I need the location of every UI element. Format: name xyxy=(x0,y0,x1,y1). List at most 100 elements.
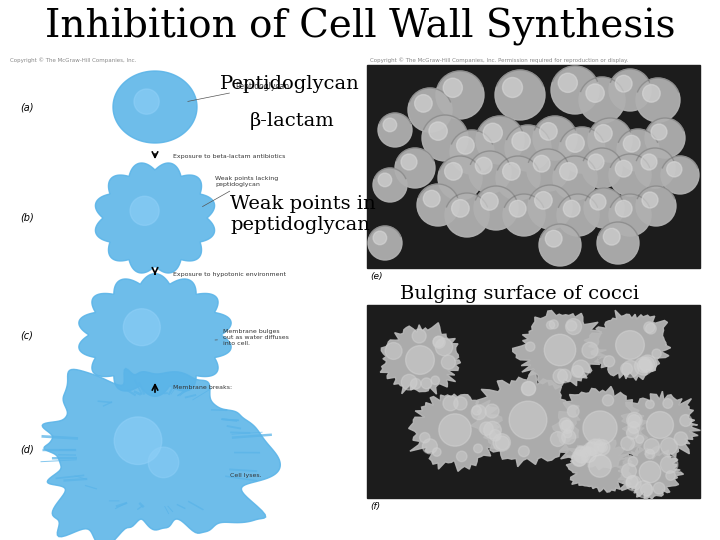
Text: Bulging surface of cocci: Bulging surface of cocci xyxy=(400,285,639,303)
Circle shape xyxy=(522,382,536,395)
Circle shape xyxy=(423,190,440,207)
Circle shape xyxy=(588,154,604,170)
Circle shape xyxy=(373,231,387,245)
Circle shape xyxy=(566,134,585,152)
Text: (d): (d) xyxy=(20,445,34,455)
Circle shape xyxy=(559,163,577,180)
Circle shape xyxy=(621,463,636,478)
Circle shape xyxy=(539,224,581,266)
Circle shape xyxy=(579,77,625,123)
Circle shape xyxy=(609,194,651,236)
Circle shape xyxy=(509,200,526,217)
Circle shape xyxy=(539,123,557,140)
Circle shape xyxy=(559,418,571,430)
Circle shape xyxy=(586,84,604,102)
Circle shape xyxy=(505,125,551,171)
Polygon shape xyxy=(79,274,231,396)
Circle shape xyxy=(666,471,675,480)
Circle shape xyxy=(660,456,678,473)
Circle shape xyxy=(628,422,640,434)
Polygon shape xyxy=(380,323,461,394)
Circle shape xyxy=(624,136,640,152)
Polygon shape xyxy=(566,438,632,492)
Text: (f): (f) xyxy=(370,502,380,511)
Circle shape xyxy=(533,116,577,160)
Circle shape xyxy=(433,336,444,347)
Circle shape xyxy=(134,89,159,114)
Circle shape xyxy=(481,193,498,210)
Circle shape xyxy=(475,157,492,174)
Circle shape xyxy=(567,406,579,417)
Circle shape xyxy=(566,319,582,335)
Circle shape xyxy=(476,116,524,164)
Circle shape xyxy=(484,421,501,439)
Circle shape xyxy=(572,360,590,377)
Circle shape xyxy=(495,436,509,450)
Circle shape xyxy=(444,78,462,97)
Circle shape xyxy=(503,163,520,180)
Circle shape xyxy=(509,401,547,439)
Circle shape xyxy=(472,405,486,420)
Circle shape xyxy=(616,200,632,217)
Text: Peptidoglycan: Peptidoglycan xyxy=(188,82,289,102)
Circle shape xyxy=(408,88,452,132)
Text: Membrane breaks:: Membrane breaks: xyxy=(173,385,232,390)
Circle shape xyxy=(581,447,596,462)
Circle shape xyxy=(436,71,484,119)
Circle shape xyxy=(652,349,661,358)
Circle shape xyxy=(589,455,611,477)
Circle shape xyxy=(635,481,652,498)
Circle shape xyxy=(420,433,430,443)
Circle shape xyxy=(401,374,417,390)
Circle shape xyxy=(564,429,572,438)
Polygon shape xyxy=(113,71,197,143)
Circle shape xyxy=(456,137,474,154)
Circle shape xyxy=(636,78,680,122)
Circle shape xyxy=(559,127,605,173)
Circle shape xyxy=(661,156,699,194)
Circle shape xyxy=(148,447,179,478)
Circle shape xyxy=(550,431,565,447)
Circle shape xyxy=(616,75,632,92)
Polygon shape xyxy=(584,310,671,380)
Circle shape xyxy=(441,355,456,369)
Circle shape xyxy=(429,122,447,140)
Circle shape xyxy=(641,154,657,170)
Text: (c): (c) xyxy=(20,330,33,340)
Circle shape xyxy=(639,461,661,483)
Circle shape xyxy=(562,430,576,444)
Circle shape xyxy=(423,439,437,454)
Circle shape xyxy=(373,168,407,202)
Polygon shape xyxy=(96,163,215,273)
Circle shape xyxy=(474,444,482,453)
Circle shape xyxy=(527,149,569,191)
Circle shape xyxy=(123,309,161,346)
Circle shape xyxy=(549,320,558,329)
Circle shape xyxy=(582,342,598,358)
Circle shape xyxy=(586,442,599,455)
Circle shape xyxy=(490,430,501,441)
Circle shape xyxy=(621,437,634,450)
Circle shape xyxy=(383,118,397,132)
Circle shape xyxy=(590,194,606,210)
Polygon shape xyxy=(42,368,280,540)
Circle shape xyxy=(521,381,536,396)
Circle shape xyxy=(493,434,510,451)
Circle shape xyxy=(526,342,535,352)
Circle shape xyxy=(595,125,612,142)
Text: Copyright © The McGraw-Hill Companies, Inc.: Copyright © The McGraw-Hill Companies, I… xyxy=(10,57,136,63)
Circle shape xyxy=(580,446,591,457)
Circle shape xyxy=(639,357,654,372)
Circle shape xyxy=(534,156,550,172)
Polygon shape xyxy=(621,391,701,460)
Circle shape xyxy=(378,113,412,147)
Polygon shape xyxy=(471,371,580,467)
Text: (a): (a) xyxy=(20,102,34,112)
Circle shape xyxy=(557,369,571,383)
Circle shape xyxy=(653,482,665,494)
Text: Exposure to hypotonic environment: Exposure to hypotonic environment xyxy=(173,272,286,277)
Circle shape xyxy=(674,432,688,445)
Circle shape xyxy=(385,342,402,360)
Text: Copyright © The McGraw-Hill Companies, Inc. Permission required for reproduction: Copyright © The McGraw-Hill Companies, I… xyxy=(370,57,629,63)
Circle shape xyxy=(114,417,162,464)
